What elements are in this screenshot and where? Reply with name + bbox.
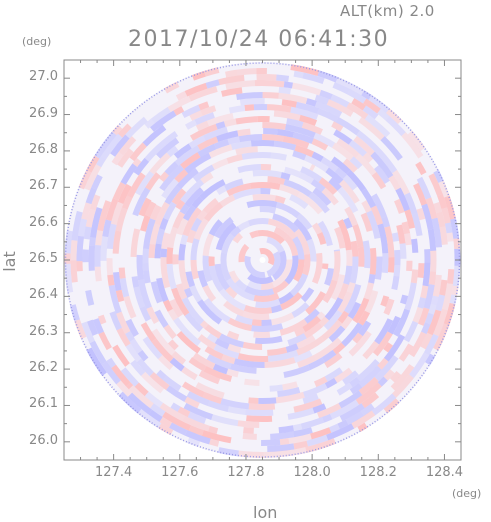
x-tick-label: 128.0 bbox=[293, 465, 331, 480]
y-tick-label: 27.0 bbox=[29, 69, 58, 85]
y-tick-label: 26.3 bbox=[29, 323, 58, 339]
x-tick-label: 127.6 bbox=[161, 465, 199, 480]
y-tick-label: 26.0 bbox=[29, 432, 58, 448]
y-tick-label: 26.4 bbox=[29, 287, 58, 303]
y-tick-label: 26.1 bbox=[29, 396, 58, 412]
y-unit-label: (deg) bbox=[22, 35, 52, 48]
x-tick-label: 127.4 bbox=[95, 465, 133, 480]
y-tick-label: 26.7 bbox=[29, 178, 58, 194]
tick-marks bbox=[63, 59, 462, 461]
chart-title: 2017/10/24 06:41:30 bbox=[128, 27, 390, 52]
x-axis-label: lon bbox=[253, 503, 278, 522]
altitude-label: ALT(km) 2.0 bbox=[340, 2, 435, 20]
radar-field bbox=[64, 62, 461, 458]
y-tick-label: 26.8 bbox=[29, 141, 58, 157]
x-tick-label: 128.4 bbox=[425, 465, 464, 480]
y-tick-label: 26.2 bbox=[29, 360, 58, 376]
x-tick-label: 128.2 bbox=[359, 465, 397, 480]
y-tick-label: 26.5 bbox=[29, 251, 58, 266]
x-unit-label: (deg) bbox=[452, 487, 482, 500]
y-tick-label: 26.9 bbox=[29, 105, 58, 121]
x-tick-label: 127.8 bbox=[227, 465, 265, 480]
y-tick-label: 26.6 bbox=[29, 214, 58, 230]
